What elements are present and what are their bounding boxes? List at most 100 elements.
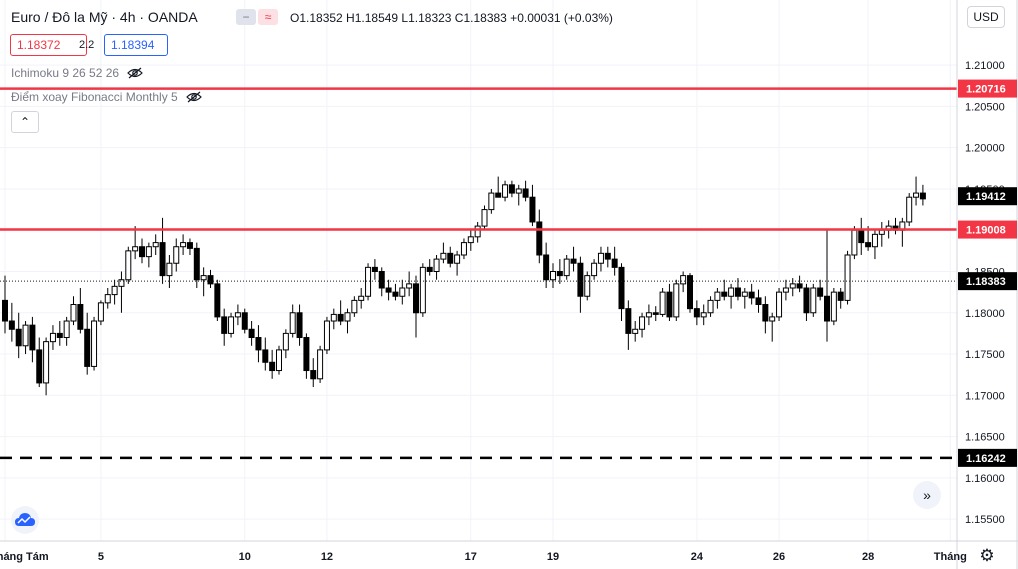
candle-body bbox=[378, 270, 385, 289]
candle-body bbox=[214, 283, 221, 318]
candle-body bbox=[426, 266, 433, 272]
candle-body bbox=[29, 324, 36, 351]
time-tick-label: 24 bbox=[691, 551, 704, 563]
candle-body bbox=[228, 316, 235, 334]
candle-body bbox=[584, 275, 591, 297]
candle-body bbox=[659, 291, 666, 315]
collapse-toggle[interactable]: − bbox=[236, 9, 256, 25]
candle-body bbox=[269, 361, 276, 372]
candle-body bbox=[303, 337, 310, 372]
time-tick-label: 5 bbox=[98, 551, 104, 563]
price-tick-label: 1.17000 bbox=[965, 390, 1005, 402]
last-close-tag bbox=[958, 187, 1017, 206]
candle-body bbox=[666, 291, 673, 318]
candle-body bbox=[536, 221, 543, 256]
candle-body bbox=[234, 312, 241, 318]
candle-body bbox=[776, 291, 783, 318]
candle-body bbox=[56, 332, 63, 339]
price-tick-label: 1.17500 bbox=[965, 349, 1005, 361]
candle-body bbox=[2, 299, 8, 322]
candle-body bbox=[597, 252, 604, 264]
current-price-tag bbox=[958, 272, 1017, 291]
candle-body bbox=[207, 275, 214, 285]
collapse-legend-button[interactable]: ⌃ bbox=[11, 111, 39, 133]
candle-body bbox=[563, 258, 570, 277]
horizontal-levels bbox=[0, 87, 957, 460]
candle-body bbox=[858, 229, 865, 244]
candle-body bbox=[632, 328, 639, 334]
candle-body bbox=[385, 287, 392, 293]
candle-body bbox=[344, 312, 351, 322]
candle-body bbox=[296, 312, 303, 339]
settings-gear-icon[interactable]: ⚙ bbox=[979, 546, 995, 565]
candle-body bbox=[550, 270, 556, 281]
level-price-tag-label: 1.19008 bbox=[966, 225, 1006, 237]
scroll-to-realtime-button[interactable]: » bbox=[913, 481, 941, 509]
candle-body bbox=[77, 304, 84, 330]
time-tick-label: 19 bbox=[547, 551, 559, 563]
candle-body bbox=[145, 246, 152, 258]
candle-body bbox=[63, 320, 70, 339]
candle-body bbox=[837, 291, 844, 301]
candle-body bbox=[91, 320, 98, 367]
candle-body bbox=[440, 252, 447, 260]
candle-body bbox=[111, 285, 118, 296]
candle-body bbox=[173, 246, 180, 264]
currency-button[interactable]: USD bbox=[967, 6, 1005, 28]
candle-body bbox=[810, 287, 817, 314]
candle-body bbox=[97, 302, 104, 322]
chart-grid bbox=[0, 0, 957, 541]
candle-body bbox=[645, 312, 652, 318]
time-tick-label: 28 bbox=[862, 551, 874, 563]
candle-body bbox=[180, 242, 187, 248]
candle-body bbox=[358, 295, 365, 301]
candle-body bbox=[906, 196, 913, 223]
time-tick-label: 17 bbox=[465, 551, 477, 563]
candle-body bbox=[351, 299, 358, 314]
candle-body bbox=[693, 308, 700, 318]
candle-series bbox=[2, 176, 926, 396]
candle-body bbox=[413, 283, 419, 314]
candle-body bbox=[118, 279, 125, 287]
candle-body bbox=[830, 291, 837, 322]
level-price-tag bbox=[958, 448, 1017, 467]
header-toggles: − ≈ bbox=[236, 9, 278, 25]
candle-body bbox=[282, 332, 289, 351]
candle-body bbox=[43, 341, 50, 384]
candle-body bbox=[769, 316, 776, 322]
eye-hidden-icon[interactable] bbox=[127, 67, 143, 79]
eye-hidden-icon[interactable] bbox=[185, 91, 202, 103]
price-tick-label: 1.16500 bbox=[965, 432, 1005, 444]
ohlc-readout: O1.18352 H1.18549 L1.18323 C1.18383 +0.0… bbox=[290, 11, 613, 25]
ask-price-button[interactable]: 1.18394 bbox=[104, 34, 168, 56]
bid-price-button[interactable]: 1.18372 bbox=[10, 34, 87, 56]
legend-label: Điểm xoay Fibonacci Monthly 5 bbox=[11, 90, 178, 104]
cloud-logo-icon bbox=[15, 513, 35, 526]
candle-body bbox=[782, 287, 789, 293]
candle-body bbox=[392, 291, 399, 297]
wave-toggle[interactable]: ≈ bbox=[258, 9, 278, 25]
candle-body bbox=[844, 254, 851, 301]
candle-body bbox=[248, 328, 255, 339]
candle-body bbox=[871, 233, 878, 248]
candle-body bbox=[796, 283, 803, 289]
candle-body bbox=[166, 262, 173, 277]
candle-body bbox=[481, 209, 488, 227]
time-tick-label: Tháng Tám bbox=[0, 551, 49, 563]
candle-body bbox=[488, 192, 495, 211]
legend-fibonacci-pivots[interactable]: Điểm xoay Fibonacci Monthly 5 bbox=[11, 90, 202, 104]
symbol-title[interactable]: Euro / Đô la Mỹ · 4h · OANDA bbox=[11, 9, 198, 25]
candle-body bbox=[824, 295, 830, 322]
level-price-tag-label: 1.16242 bbox=[966, 453, 1006, 465]
current-price-tag-label: 1.18383 bbox=[966, 276, 1006, 288]
level-price-tag bbox=[958, 79, 1017, 98]
candle-body bbox=[570, 258, 577, 264]
candle-body bbox=[467, 236, 474, 244]
legend-ichimoku[interactable]: Ichimoku 9 26 52 26 bbox=[11, 66, 143, 80]
tradingview-logo[interactable] bbox=[11, 506, 39, 534]
level-price-tag bbox=[958, 220, 1017, 239]
candle-body bbox=[15, 328, 22, 347]
candle-body bbox=[851, 229, 858, 256]
price-tick-label: 1.18000 bbox=[965, 308, 1005, 320]
